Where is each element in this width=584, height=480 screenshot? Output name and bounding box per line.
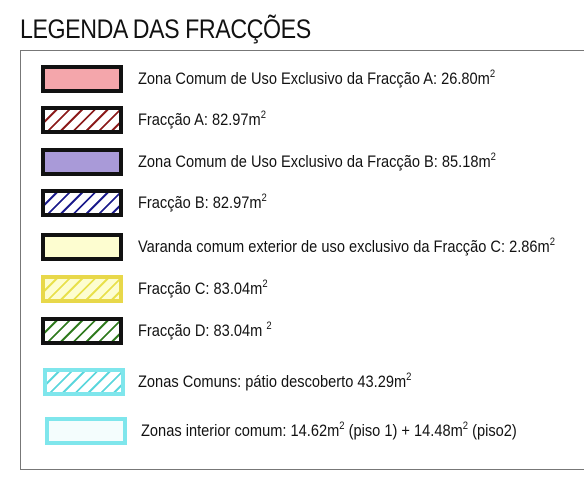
legend-swatch-zona-comum-a: [41, 65, 123, 93]
legend-frame: Zona Comum de Uso Exclusivo da Fracção A…: [20, 50, 584, 470]
legend-label: Zonas interior comum: 14.62m2 (piso 1) +…: [141, 420, 517, 441]
legend-label: Fracção A: 82.97m2: [138, 109, 266, 130]
legend-label: Zona Comum de Uso Exclusivo da Fracção A…: [138, 68, 496, 89]
legend-swatch-zona-comum-b: [41, 148, 123, 176]
legend-label: Fracção C: 83.04m2: [138, 278, 268, 299]
legend-label: Zonas Comuns: pátio descoberto 43.29m2: [138, 371, 412, 392]
legend-label: Fracção D: 83.04m 2: [138, 320, 272, 341]
legend-swatch-zonas-comuns: [43, 368, 125, 396]
legend-swatch-fraccao-d: [41, 317, 123, 345]
legend-swatch-fraccao-a: [41, 106, 123, 134]
legend-title: LEGENDA DAS FRACÇÕES: [20, 14, 311, 44]
legend-label: Zona Comum de Uso Exclusivo da Fracção B…: [138, 151, 496, 172]
legend-swatch-zonas-interior: [45, 417, 127, 445]
legend-label: Fracção B: 82.97m2: [138, 192, 267, 213]
legend-swatch-varanda-c: [41, 233, 123, 261]
legend-swatch-fraccao-b: [41, 189, 123, 217]
legend-label: Varanda comum exterior de uso exclusivo …: [138, 236, 555, 257]
legend-swatch-fraccao-c: [41, 275, 123, 303]
